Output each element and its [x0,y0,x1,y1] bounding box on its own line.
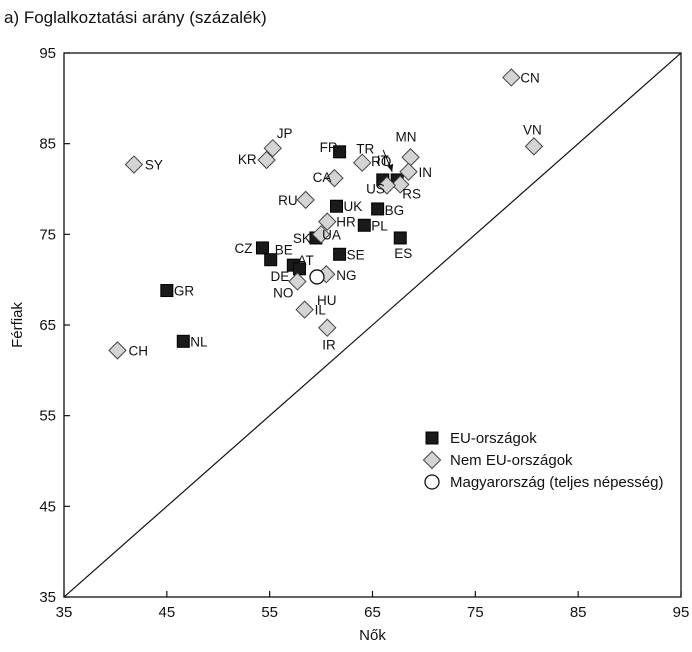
hungary-marker [309,269,325,285]
point-label-hu: HU [317,293,337,308]
point-label-sy: SY [145,158,163,173]
point-label-in: IN [418,165,432,180]
non-eu-marker-sy [124,155,144,174]
non-eu-marker-jp [263,138,282,158]
point-label-uk: UK [344,199,363,214]
point-label-vn: VN [523,122,542,137]
legend-square-icon [425,431,439,445]
point-label-no: NO [273,285,293,300]
x-tick-label: 55 [261,604,278,621]
point-label-de: DE [271,269,290,284]
y-tick-label: 85 [39,136,56,153]
legend-diamond-icon [422,450,442,470]
legend: EU-országok Nem EU-országok Magyarország (… [422,430,663,491]
legend-label: EU-országok [450,430,537,447]
chart-title: a) Foglalkoztatási arány (százalék) [4,8,267,27]
legend-label: Nem EU-országok [450,452,573,469]
point-label-ch: CH [128,343,148,358]
non-eu-marker-mn [401,148,420,167]
diagonal-line [64,53,681,597]
non-eu-marker-tr [353,153,372,172]
y-tick-label: 55 [39,408,56,425]
non-eu-marker-vn [524,137,544,156]
y-tick-label: 75 [39,226,56,243]
point-label-bg: BG [385,203,405,218]
x-tick-label: 75 [467,604,484,621]
eu-marker-uk [330,199,344,213]
eu-marker-se [333,247,347,261]
x-tick-label: 95 [673,604,690,621]
eu-marker-nl [176,334,190,348]
point-label-kr: KR [238,152,257,167]
non-eu-marker-ch [108,341,127,360]
non-eu-marker-ua [311,225,331,244]
non-eu-marker-kr [257,150,276,170]
x-axis-label: Nők [359,627,386,644]
point-label-sk: SK [293,231,311,246]
point-label-ca: CA [313,170,332,185]
y-tick-label: 65 [39,317,56,334]
non-eu-marker-il [295,300,314,319]
point-label-ua: UA [322,227,341,242]
x-tick-label: 65 [364,604,381,621]
non-eu-marker-ir [318,318,337,337]
eu-marker-be [264,253,278,267]
point-label-nl: NL [190,334,208,349]
eu-marker-bg [371,202,385,216]
y-tick-label: 95 [39,45,56,62]
data-points [108,68,544,360]
x-tick-label: 35 [56,604,73,621]
point-label-se: SE [347,247,365,262]
ro-arrow-head [387,163,394,172]
point-label-be: BE [275,243,293,258]
eu-marker-pl [357,218,371,232]
point-label-es: ES [394,246,412,261]
point-label-gr: GR [174,284,195,299]
eu-marker-es [393,231,407,245]
point-label-tr: TR [356,142,374,157]
diagonal-line-group [64,53,681,597]
point-label-jp: JP [277,126,293,141]
non-eu-marker-us [377,176,397,195]
x-tick-label: 45 [158,604,175,621]
point-label-il: IL [315,303,327,318]
legend-circle-icon [424,474,440,490]
non-eu-marker-cn [502,68,521,87]
eu-marker-cz [255,241,269,255]
point-label-at: AT [297,253,313,268]
point-label-ir: IR [322,338,336,353]
eu-marker-fr [333,145,347,159]
point-label-rs: RS [402,186,421,201]
point-label-fr: FR [320,140,338,155]
non-eu-marker-ca [325,168,344,188]
non-eu-marker-rs [391,175,410,194]
y-axis-label: Férfiak [9,302,26,348]
x-tick-label: 85 [570,604,587,621]
point-label-ru: RU [278,193,298,208]
non-eu-marker-in [399,162,418,181]
legend-label: Magyarország (teljes népesség) [450,474,663,491]
y-tick-label: 35 [39,589,56,606]
y-tick-label: 45 [39,498,56,515]
point-label-hr: HR [336,215,356,230]
point-label-mn: MN [396,129,417,144]
point-label-cz: CZ [234,241,252,256]
eu-marker-gr [160,284,174,298]
axes: 35 45 55 65 75 85 95 35 45 55 65 75 85 95 Nők Férfiak [9,45,689,644]
non-eu-marker-ru [296,190,315,210]
point-label-pl: PL [371,218,388,233]
point-label-us: US [366,181,385,196]
point-label-ng: NG [336,268,356,283]
non-eu-marker-no [288,272,307,291]
non-eu-marker-hr [318,212,337,231]
point-label-cn: CN [520,70,540,85]
annotations [382,149,394,173]
